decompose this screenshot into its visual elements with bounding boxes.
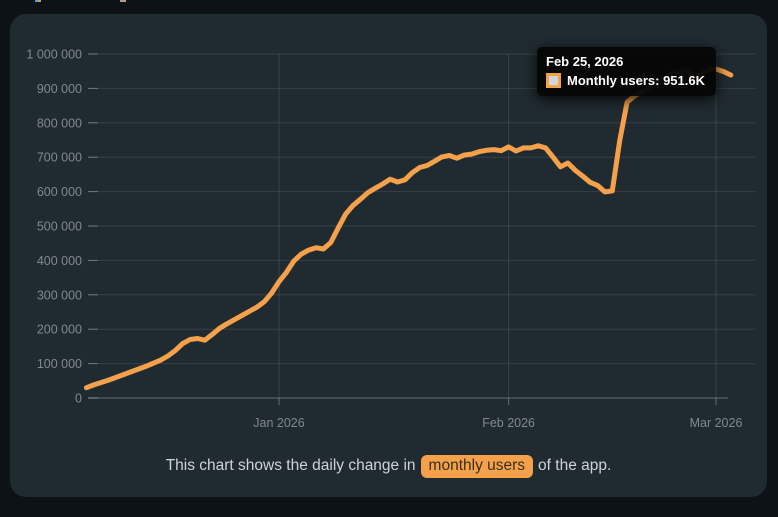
title-fragment-pixel [120, 0, 123, 2]
y-tick-label: 100 000 [37, 357, 82, 371]
x-tick-label: Feb 2026 [482, 416, 535, 430]
tooltip-date: Feb 25, 2026 [546, 54, 624, 69]
y-tick-label: 900 000 [37, 82, 82, 96]
x-tick-label: Mar 2026 [690, 416, 743, 430]
y-tick-label: 0 [75, 392, 82, 406]
y-tick-label: 200 000 [37, 323, 82, 337]
y-tick-label: 600 000 [37, 185, 82, 199]
x-tick-label: Jan 2026 [253, 416, 304, 430]
y-tick-label: 400 000 [37, 254, 82, 268]
tooltip-value: Monthly users: 951.6K [567, 73, 705, 88]
caption-highlight-badge: monthly users [420, 455, 534, 478]
monthly-users-line[interactable] [83, 66, 734, 391]
y-tick-label: 1 000 000 [26, 48, 82, 62]
line-chart-plot[interactable]: 0 100 000 200 000 300 000 400 000 500 000 600 … [10, 14, 767, 497]
caption-prefix: This chart shows the daily change in [165, 457, 416, 474]
caption-suffix: of the app. [538, 457, 612, 474]
title-fragment-pixel [38, 0, 41, 2]
y-tick-label: 800 000 [37, 116, 82, 130]
title-fragment-pixel [123, 0, 126, 2]
title-fragment-pixel [35, 0, 38, 2]
y-tick-label: 700 000 [37, 151, 82, 165]
y-tick-label: 300 000 [37, 288, 82, 302]
y-tick-label: 500 000 [37, 220, 82, 234]
series-marker-icon [546, 73, 561, 88]
chart-caption: This chart shows the daily change in mont… [10, 455, 767, 478]
chart-tooltip: Feb 25, 2026 Monthly users: 951.6K [537, 47, 716, 96]
